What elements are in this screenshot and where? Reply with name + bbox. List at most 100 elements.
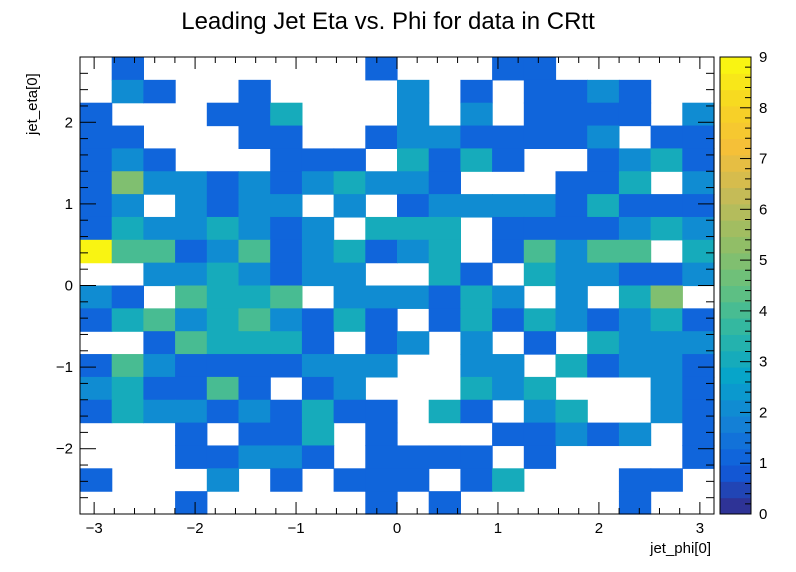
heatmap-cell — [143, 79, 176, 104]
heatmap-cell — [111, 148, 144, 172]
heatmap-cell — [111, 376, 144, 401]
heatmap-cell — [682, 399, 715, 424]
heatmap-cell — [111, 285, 144, 309]
x-tick-label: 0 — [393, 520, 401, 537]
heatmap-cell — [111, 171, 144, 195]
heatmap-cell — [143, 376, 176, 401]
heatmap-cell — [175, 216, 208, 241]
heatmap-cell — [650, 468, 683, 492]
heatmap-cell — [333, 376, 366, 401]
heatmap-cell — [428, 148, 461, 172]
heatmap-cell — [555, 216, 588, 241]
heatmap-cell — [365, 125, 398, 149]
heatmap-cell — [650, 216, 683, 241]
heatmap-cell — [523, 422, 557, 447]
heatmap-cell — [365, 57, 398, 81]
heatmap-cell — [682, 171, 715, 195]
heatmap-cell — [650, 399, 683, 424]
heatmap-cell — [555, 171, 588, 195]
heatmap-cell — [650, 354, 683, 378]
heatmap-cell — [523, 79, 557, 104]
heatmap-cell — [555, 102, 588, 127]
heatmap-cell — [650, 331, 683, 355]
color-scale-level — [720, 367, 751, 384]
heatmap-cell — [333, 171, 366, 195]
heatmap-cell — [111, 239, 144, 264]
heatmap-cell — [650, 194, 683, 218]
x-tick-label: 2 — [595, 520, 603, 537]
heatmap-cell — [555, 285, 588, 309]
heatmap-cell — [301, 376, 335, 401]
heatmap-cell — [682, 422, 715, 447]
heatmap-cell — [206, 194, 240, 218]
heatmap-cell — [238, 331, 271, 355]
heatmap-cell — [428, 399, 461, 424]
heatmap-cell — [460, 79, 493, 104]
z-tick-label: 2 — [759, 404, 767, 421]
y-axis-ticks: −2 −1 0 1 2 — [56, 56, 714, 515]
heatmap-cell — [587, 79, 620, 104]
heatmap-cell — [587, 148, 620, 172]
heatmap-cell — [206, 445, 240, 469]
heatmap-cell — [365, 399, 398, 424]
heatmap-cell — [682, 125, 715, 149]
heatmap-cell — [492, 285, 525, 309]
heatmap-cell — [333, 285, 366, 309]
heatmap-cell — [523, 331, 557, 355]
heatmap-cell — [270, 422, 303, 447]
heatmap-cell — [618, 491, 652, 515]
heatmap-cell — [270, 445, 303, 469]
color-scale-level — [720, 465, 751, 482]
heatmap-cell — [492, 216, 525, 241]
heatmap-cell — [238, 79, 271, 104]
heatmap-cell — [587, 171, 620, 195]
heatmap-cell — [587, 422, 620, 447]
heatmap-cell — [618, 262, 652, 287]
y-axis-title: jet_eta[0] — [24, 73, 41, 136]
heatmap-cell — [682, 354, 715, 378]
heatmap-cell — [206, 354, 240, 378]
heatmap-cell — [460, 308, 493, 332]
heatmap-cell — [238, 102, 271, 127]
heatmap-cell — [80, 468, 113, 492]
y-tick-label: −2 — [56, 441, 73, 458]
heatmap-cell — [175, 422, 208, 447]
heatmap-cell — [555, 194, 588, 218]
heatmap-cell — [175, 171, 208, 195]
heatmap-cell — [682, 308, 715, 332]
z-tick-label: 4 — [759, 303, 767, 320]
heatmap-cell — [301, 445, 335, 469]
x-tick-label: −3 — [86, 520, 103, 537]
heatmap-cell — [238, 194, 271, 218]
heatmap-cell — [618, 239, 652, 264]
heatmap-cell — [143, 399, 176, 424]
heatmap-cell — [587, 262, 620, 287]
heatmap-cell — [206, 331, 240, 355]
heatmap-cell — [587, 331, 620, 355]
heatmap-cell — [492, 422, 525, 447]
heatmap-cell — [206, 468, 240, 492]
heatmap-cell — [587, 125, 620, 149]
heatmap-cell — [650, 262, 683, 287]
heatmap-cell — [587, 194, 620, 218]
heatmap-cell — [523, 308, 557, 332]
heatmap-cell — [460, 285, 493, 309]
y-tick-label: 1 — [65, 196, 73, 213]
color-scale-level — [720, 383, 751, 401]
color-scale-level — [720, 432, 751, 450]
heatmap-cell — [143, 308, 176, 332]
color-scale-level — [720, 73, 751, 91]
y-tick-label: 0 — [65, 278, 73, 295]
heatmap-cell — [555, 239, 588, 264]
heatmap-cell — [365, 354, 398, 378]
color-scale-level — [720, 252, 751, 270]
heatmap-cell — [270, 468, 303, 492]
heatmap-cell — [682, 376, 715, 401]
heatmap-cell — [143, 331, 176, 355]
heatmap-cell — [80, 239, 113, 264]
heatmap-cell — [650, 148, 683, 172]
heatmap-cell — [238, 171, 271, 195]
heatmap-cell — [80, 125, 113, 149]
heatmap-cell — [523, 239, 557, 264]
heatmap-cell — [238, 399, 271, 424]
